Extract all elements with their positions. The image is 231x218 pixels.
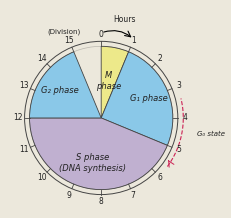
Text: 5: 5: [176, 145, 181, 154]
Wedge shape: [101, 46, 129, 118]
Text: 11: 11: [19, 145, 29, 154]
Text: 12: 12: [13, 113, 22, 123]
Text: 0: 0: [99, 30, 104, 39]
Text: (Division): (Division): [48, 28, 81, 35]
Text: 4: 4: [182, 113, 187, 123]
Text: G₁ phase: G₁ phase: [130, 94, 168, 103]
Text: 14: 14: [37, 54, 47, 63]
Text: 8: 8: [99, 197, 103, 206]
Text: S phase
(DNA synthesis): S phase (DNA synthesis): [59, 153, 126, 173]
Text: 2: 2: [158, 54, 163, 63]
Wedge shape: [30, 52, 101, 118]
Wedge shape: [101, 52, 173, 145]
Text: Hours: Hours: [113, 15, 136, 24]
Text: G₀ state: G₀ state: [197, 131, 225, 137]
Text: 13: 13: [19, 82, 29, 90]
Text: 9: 9: [67, 191, 72, 200]
Text: G₂ phase: G₂ phase: [41, 86, 79, 95]
Text: M
phase: M phase: [96, 71, 121, 90]
Text: 6: 6: [158, 173, 163, 182]
Text: 15: 15: [64, 36, 74, 45]
Text: 3: 3: [176, 82, 181, 90]
Wedge shape: [30, 118, 167, 190]
Text: 10: 10: [37, 173, 47, 182]
Text: 1: 1: [131, 36, 136, 45]
Text: 7: 7: [131, 191, 136, 200]
